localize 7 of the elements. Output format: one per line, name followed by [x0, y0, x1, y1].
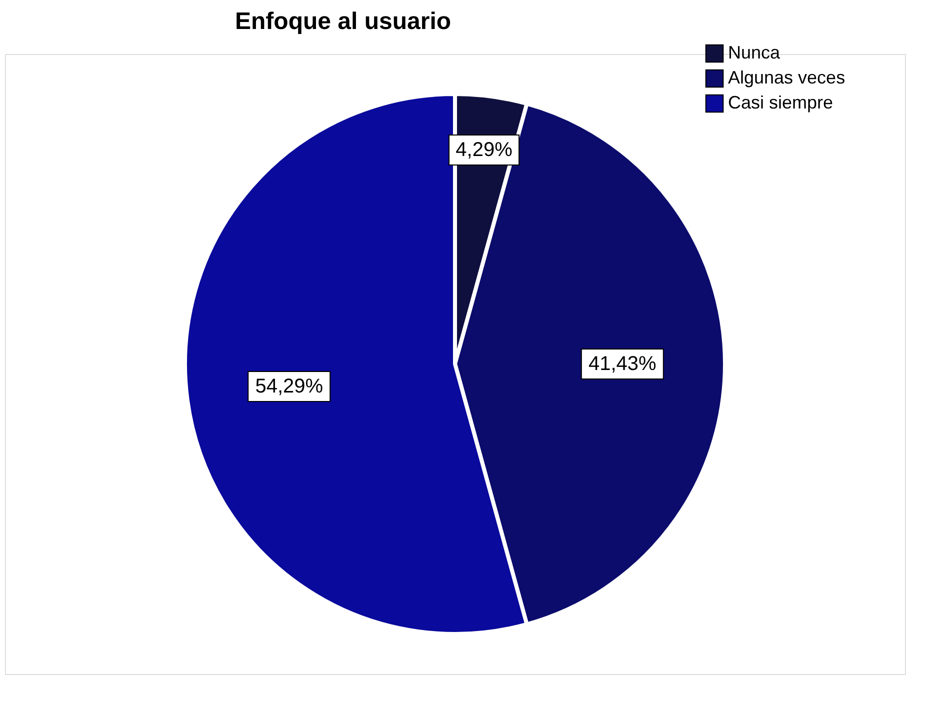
data-label: 4,29% — [456, 138, 513, 161]
data-label: 41,43% — [588, 353, 657, 376]
legend-label: Nunca — [728, 42, 782, 62]
data-label: 54,29% — [255, 375, 324, 398]
chart-title: Enfoque al usuario — [235, 8, 452, 35]
legend-label: Casi siempre — [728, 92, 834, 112]
legend-label: Algunas veces — [728, 68, 846, 88]
